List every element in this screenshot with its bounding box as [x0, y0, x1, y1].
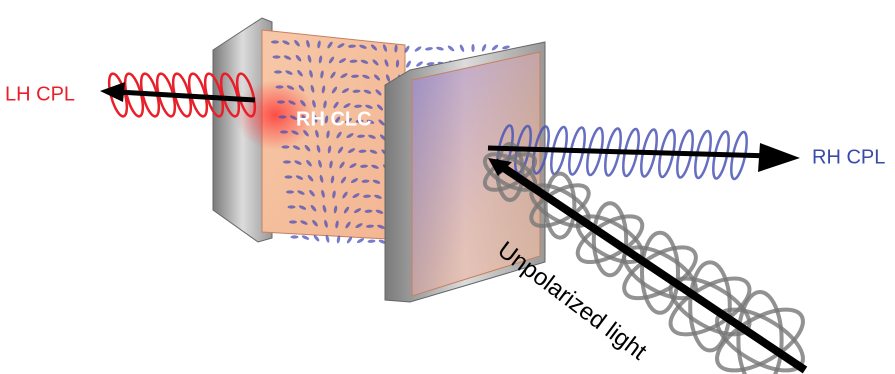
- lc-molecule: [415, 60, 423, 67]
- lc-molecule: [271, 40, 279, 43]
- lc-molecule: [280, 130, 288, 133]
- lc-molecule: [471, 44, 474, 52]
- lc-molecule: [459, 44, 465, 53]
- lc-molecule: [277, 100, 285, 103]
- rh-arrowhead: [758, 143, 800, 172]
- lc-molecule: [481, 43, 487, 52]
- lc-molecule: [436, 46, 445, 51]
- diagram: LH CPL RH CLC RH CPL Unpolarized light: [0, 0, 895, 374]
- rh-clc-label: RH CLC: [296, 108, 372, 130]
- lc-molecule: [291, 235, 299, 238]
- lc-molecule: [356, 237, 365, 244]
- lc-molecule: [425, 47, 433, 52]
- lc-molecule: [273, 55, 281, 58]
- lc-molecule: [491, 44, 499, 52]
- lc-molecule: [274, 70, 282, 73]
- rh-cpl-label: RH CPL: [812, 146, 885, 168]
- lc-molecule: [405, 60, 412, 69]
- lh-cpl-label: LH CPL: [5, 83, 75, 105]
- lc-molecule: [282, 145, 290, 148]
- lc-molecule: [288, 205, 296, 208]
- lc-molecule: [367, 239, 375, 243]
- lc-molecule: [279, 115, 287, 118]
- lc-molecule: [283, 160, 291, 163]
- lc-molecule: [447, 45, 455, 53]
- lc-molecule: [414, 45, 422, 52]
- lc-molecule: [301, 234, 310, 240]
- lc-molecule: [289, 220, 297, 223]
- lc-molecule: [286, 190, 294, 193]
- lc-molecule: [276, 85, 284, 88]
- lc-molecule: [285, 175, 293, 178]
